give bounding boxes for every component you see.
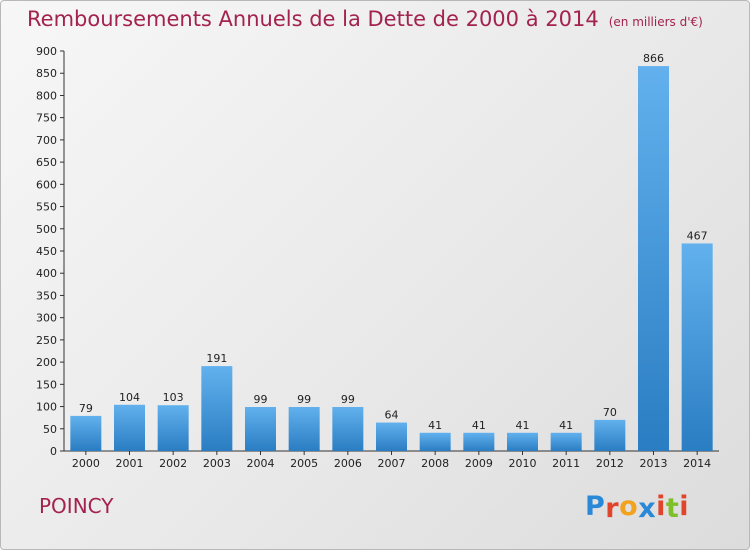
chart-title: Remboursements Annuels de la Dette de 20… xyxy=(27,7,703,31)
x-tick-label: 2007 xyxy=(378,457,406,470)
x-tick-label: 2005 xyxy=(290,457,318,470)
proxiti-logo: Proxiti xyxy=(585,491,690,524)
bar xyxy=(638,66,669,451)
x-tick-label: 2008 xyxy=(421,457,449,470)
bar xyxy=(376,422,407,451)
bar xyxy=(681,243,713,451)
y-tick-label: 50 xyxy=(43,423,57,436)
logo-letter: i xyxy=(656,491,666,522)
bar xyxy=(419,432,451,451)
y-tick-label: 500 xyxy=(36,223,57,236)
x-tick-label: 2014 xyxy=(683,457,711,470)
bar xyxy=(157,405,189,451)
data-label: 41 xyxy=(472,419,486,432)
bar xyxy=(550,432,582,451)
x-tick-label: 2003 xyxy=(203,457,231,470)
y-tick-label: 0 xyxy=(50,445,57,458)
x-tick-label: 2004 xyxy=(247,457,275,470)
data-label: 191 xyxy=(206,352,227,365)
data-label: 41 xyxy=(516,419,530,432)
y-tick-label: 300 xyxy=(36,312,57,325)
x-tick-label: 2013 xyxy=(640,457,668,470)
x-tick-label: 2001 xyxy=(116,457,144,470)
data-label: 104 xyxy=(119,391,140,404)
y-tick-label: 550 xyxy=(36,201,57,214)
data-label: 70 xyxy=(603,406,617,419)
bar xyxy=(463,432,495,451)
data-label: 467 xyxy=(687,229,708,242)
y-tick-label: 350 xyxy=(36,289,57,302)
bar xyxy=(594,419,626,451)
title-unit: (en milliers d'€) xyxy=(608,15,703,29)
x-tick-label: 2011 xyxy=(552,457,580,470)
data-label: 41 xyxy=(428,419,442,432)
data-label: 41 xyxy=(559,419,573,432)
data-label: 866 xyxy=(643,52,664,65)
data-label: 99 xyxy=(254,393,268,406)
bar xyxy=(201,366,233,451)
title-text: Remboursements Annuels de la Dette de 20… xyxy=(27,7,599,31)
bar xyxy=(245,407,276,451)
y-tick-label: 150 xyxy=(36,378,57,391)
x-tick-label: 2000 xyxy=(72,457,100,470)
y-tick-label: 700 xyxy=(36,134,57,147)
y-tick-label: 400 xyxy=(36,267,57,280)
logo-letter: x xyxy=(638,493,657,524)
y-tick-label: 850 xyxy=(36,67,57,80)
y-tick-label: 450 xyxy=(36,245,57,258)
x-tick-label: 2009 xyxy=(465,457,493,470)
y-tick-label: 600 xyxy=(36,178,57,191)
y-tick-label: 900 xyxy=(36,45,57,58)
x-tick-label: 2006 xyxy=(334,457,362,470)
bar xyxy=(332,407,364,451)
data-label: 64 xyxy=(385,409,399,422)
data-label: 99 xyxy=(341,393,355,406)
logo-letter: t xyxy=(665,493,680,524)
data-label: 99 xyxy=(297,393,311,406)
logo-letter: i xyxy=(679,491,690,522)
y-tick-label: 650 xyxy=(36,156,57,169)
bar xyxy=(70,415,102,451)
commune-name: POINCY xyxy=(39,494,114,518)
y-tick-label: 800 xyxy=(36,89,57,102)
logo-letter: r xyxy=(605,493,620,524)
bar xyxy=(114,404,145,451)
y-tick-label: 750 xyxy=(36,112,57,125)
bar xyxy=(507,432,538,451)
logo-letter: o xyxy=(619,491,639,522)
bar xyxy=(288,407,320,451)
logo-letter: P xyxy=(585,491,606,522)
x-tick-label: 2002 xyxy=(159,457,187,470)
y-tick-label: 200 xyxy=(36,356,57,369)
x-tick-label: 2010 xyxy=(509,457,537,470)
x-tick-label: 2012 xyxy=(596,457,624,470)
data-label: 79 xyxy=(79,402,93,415)
y-tick-label: 100 xyxy=(36,401,57,414)
y-tick-label: 250 xyxy=(36,334,57,347)
data-label: 103 xyxy=(163,391,184,404)
